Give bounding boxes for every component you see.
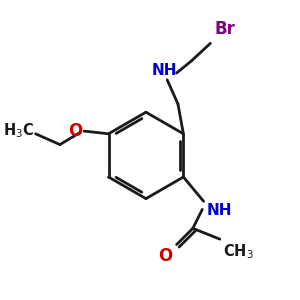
Text: Br: Br: [214, 20, 235, 38]
Text: NH: NH: [206, 203, 232, 218]
Text: CH$_3$: CH$_3$: [223, 242, 253, 260]
Text: NH: NH: [152, 63, 177, 78]
Text: O: O: [158, 247, 172, 265]
Text: H$_3$C: H$_3$C: [3, 122, 34, 140]
Text: O: O: [69, 122, 83, 140]
